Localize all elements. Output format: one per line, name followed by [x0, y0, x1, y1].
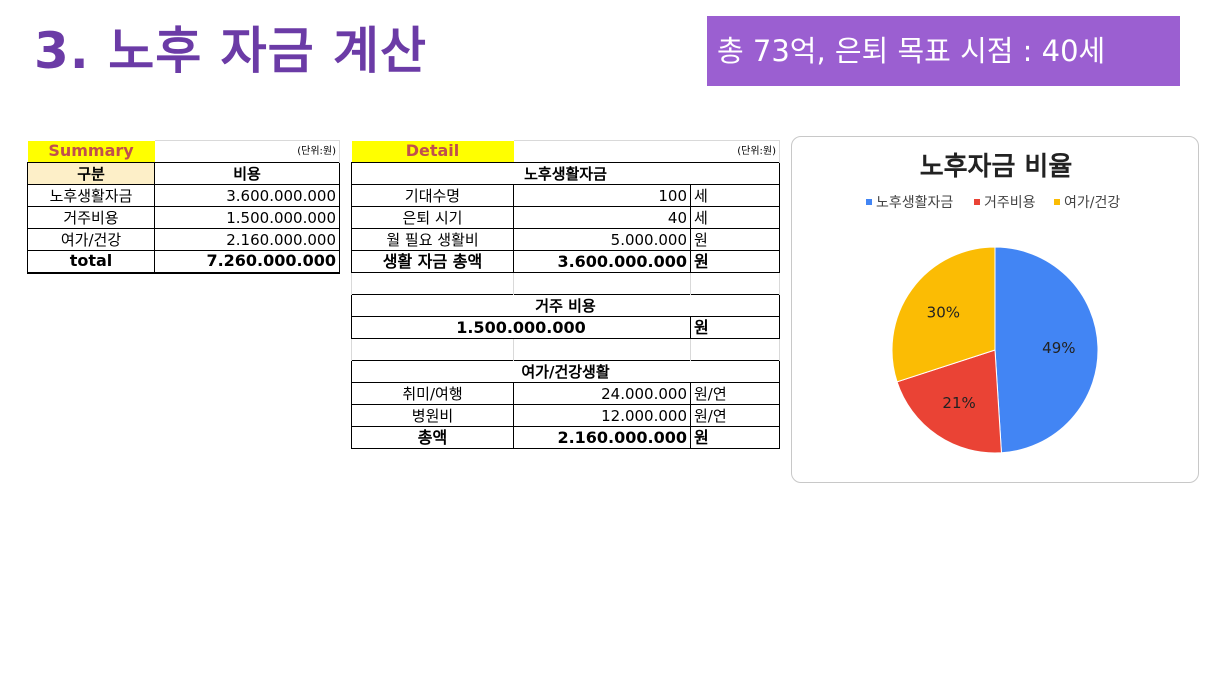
- pie-slice-labels: 49% 21% 30%: [927, 303, 1076, 411]
- living-row-unit: 세: [690, 184, 780, 207]
- legend-label: 노후생활자금: [876, 195, 953, 211]
- leisure-total-label: 총액: [351, 426, 514, 449]
- slide-title: 3. 노후 자금 계산: [34, 22, 428, 80]
- leisure-row-unit: 원/연: [690, 404, 780, 427]
- pie-slice: [994, 246, 1099, 454]
- summary-total-value: 7.260.000.000: [154, 250, 340, 274]
- living-row-label: 월 필요 생활비: [351, 228, 514, 251]
- pie-chart-card: 노후자금 비율 노후생활자금 거주비용 여가/건강 49% 21% 30%: [791, 136, 1199, 483]
- summary-row-label: 거주비용: [27, 206, 155, 229]
- detail-header: Detail: [351, 140, 514, 163]
- pie-slice: [896, 349, 1002, 454]
- spacer-cell: [351, 338, 514, 361]
- summary-row-label: 노후생활자금: [27, 184, 155, 207]
- housing-unit: 원: [690, 316, 780, 339]
- living-row-label: 기대수명: [351, 184, 514, 207]
- pie-slices: [891, 246, 1099, 454]
- legend-swatch: [974, 199, 980, 205]
- summary-col-cost: 비용: [154, 162, 340, 185]
- leisure-row-value: 24.000.000: [513, 382, 691, 405]
- legend-label: 거주비용: [984, 195, 1036, 211]
- legend-swatch: [866, 199, 872, 205]
- summary-row-value: 1.500.000.000: [154, 206, 340, 229]
- leisure-row-unit: 원/연: [690, 382, 780, 405]
- detail-unit: (단위:원): [690, 140, 780, 163]
- living-row-value: 5.000.000: [513, 228, 691, 251]
- spacer-cell: [690, 338, 780, 361]
- summary-table: Summary (단위:원) 구분 비용 노후생활자금 3.600.000.00…: [27, 140, 340, 274]
- spacer-cell: [690, 272, 780, 295]
- living-row-unit: 세: [690, 206, 780, 229]
- leisure-title: 여가/건강생활: [351, 360, 780, 383]
- pie-slice-label: 21%: [942, 394, 975, 412]
- living-row-label: 은퇴 시기: [351, 206, 514, 229]
- pie-chart: 노후자금 비율 노후생활자금 거주비용 여가/건강 49% 21% 30%: [866, 152, 1120, 454]
- living-row-value: 40: [513, 206, 691, 229]
- summary-row-label: 여가/건강: [27, 228, 155, 251]
- pie-slice-label: 30%: [927, 303, 960, 321]
- living-total-unit: 원: [690, 250, 780, 273]
- pie-slice-label: 49%: [1042, 339, 1075, 357]
- living-title: 노후생활자금: [351, 162, 780, 185]
- leisure-row-label: 취미/여행: [351, 382, 514, 405]
- living-total-value: 3.600.000.000: [513, 250, 691, 273]
- leisure-total-unit: 원: [690, 426, 780, 449]
- legend-swatch: [1054, 199, 1060, 205]
- spacer-cell: [513, 272, 691, 295]
- spacer-cell: [351, 272, 514, 295]
- living-row-value: 100: [513, 184, 691, 207]
- summary-col-category: 구분: [27, 162, 155, 185]
- summary-row-value: 2.160.000.000: [154, 228, 340, 251]
- chart-title: 노후자금 비율: [920, 152, 1073, 182]
- goal-banner: 총 73억, 은퇴 목표 시점 : 40세: [707, 16, 1180, 86]
- summary-row-value: 3.600.000.000: [154, 184, 340, 207]
- chart-legend: 노후생활자금 거주비용 여가/건강: [866, 195, 1120, 211]
- detail-table: Detail (단위:원) 노후생활자금 기대수명 100 세 은퇴 시기 40…: [351, 140, 780, 449]
- leisure-row-value: 12.000.000: [513, 404, 691, 427]
- living-row-unit: 원: [690, 228, 780, 251]
- summary-header: Summary: [27, 140, 155, 163]
- leisure-row-label: 병원비: [351, 404, 514, 427]
- summary-total-label: total: [27, 250, 155, 274]
- legend-label: 여가/건강: [1064, 195, 1120, 211]
- pie-slice: [891, 246, 996, 383]
- summary-unit: (단위:원): [154, 140, 340, 163]
- spacer-cell: [513, 338, 691, 361]
- housing-title: 거주 비용: [351, 294, 780, 317]
- housing-value: 1.500.000.000: [351, 316, 691, 339]
- leisure-total-value: 2.160.000.000: [513, 426, 691, 449]
- detail-header-blank: [513, 140, 691, 163]
- living-total-label: 생활 자금 총액: [351, 250, 514, 273]
